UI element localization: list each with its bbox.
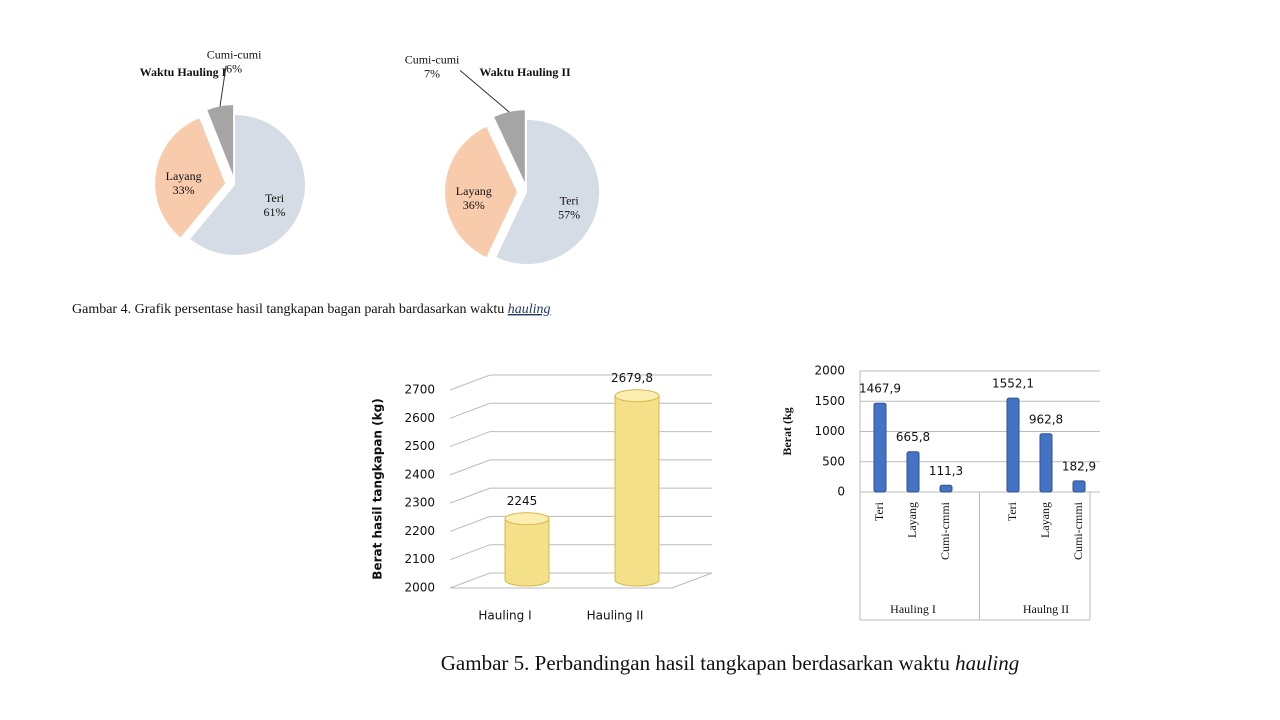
value-label: 182,9	[1062, 459, 1096, 473]
y-tick-label: 2500	[404, 439, 435, 453]
pie-slice	[494, 110, 525, 183]
value-label: 2245	[507, 494, 538, 508]
value-label: 665,8	[896, 430, 930, 444]
slice-label: Teri 61%	[264, 191, 286, 219]
y-tick-label: 1500	[814, 394, 845, 408]
x-tick-label: Cumi-cmmi	[1071, 501, 1085, 560]
slice-value: 33%	[173, 183, 195, 197]
value-label: 1552,1	[992, 377, 1034, 391]
y-axis-label: Berat (kg	[780, 407, 794, 455]
x-tick-label: Layang	[905, 502, 919, 538]
x-tick-label: Hauling II	[587, 609, 644, 623]
grid-line	[449, 515, 712, 532]
leader-line	[459, 69, 510, 113]
slice-name: Teri	[265, 191, 285, 205]
y-tick-label: 0	[837, 485, 845, 499]
y-tick-label: 2300	[404, 496, 435, 510]
grid-line	[449, 374, 712, 391]
grid-line	[449, 487, 712, 504]
slice-label: Cumi-cumi 7%	[405, 52, 460, 80]
slice-value: 61%	[264, 205, 286, 219]
pie-title: Waktu Hauling I	[140, 65, 227, 79]
bar-top	[614, 389, 660, 403]
slice-name: Teri	[560, 193, 580, 207]
bar-top	[504, 512, 550, 526]
y-tick-label: 2100	[404, 552, 435, 566]
slice-name: Cumi-cumi	[207, 47, 262, 61]
slice-value: 36%	[463, 198, 485, 212]
value-label: 1467,9	[859, 382, 901, 396]
floor	[450, 572, 713, 589]
y-tick-label: 1000	[814, 424, 845, 438]
slice-label: Layang 36%	[456, 184, 492, 212]
bar	[1072, 480, 1086, 493]
caption: Gambar 4. Grafik persentase hasil tangka…	[72, 302, 551, 317]
group-label: Haulng II	[1023, 602, 1069, 616]
slice-label: Layang 33%	[166, 169, 202, 197]
slice-name: Cumi-cumi	[405, 52, 460, 66]
x-tick-label: Layang	[1038, 502, 1052, 538]
y-tick-label: 2200	[404, 524, 435, 538]
pie-slice	[445, 126, 517, 258]
x-tick-label: Teri	[1005, 501, 1019, 521]
pie-slice	[207, 105, 234, 176]
y-axis-label: Berat hasil tangkapan (kg)	[371, 398, 385, 579]
value-label: 962,8	[1029, 412, 1063, 426]
caption-text: Gambar 5. Perbandingan hasil tangkapan b…	[441, 651, 951, 675]
slice-label: Teri 57%	[558, 193, 580, 221]
pie-slice	[496, 120, 599, 264]
caption-emph: hauling	[955, 651, 1019, 675]
slice-label: Cumi-cumi 6%	[207, 47, 262, 75]
x-tick-label: Hauling I	[478, 609, 531, 623]
caption: Gambar 5. Perbandingan hasil tangkapan b…	[441, 651, 1020, 675]
x-tick-label: Teri	[872, 501, 886, 521]
grid-line	[449, 431, 712, 448]
bar	[873, 402, 887, 493]
caption-text: Gambar 4. Grafik persentase hasil tangka…	[72, 302, 504, 317]
grid-line	[449, 544, 712, 561]
pie-title: Waktu Hauling II	[479, 65, 571, 79]
frame	[859, 371, 1091, 621]
y-tick-label: 2000	[404, 581, 435, 595]
y-tick-label: 2700	[404, 383, 435, 397]
bar	[1039, 433, 1053, 493]
grid-line	[449, 572, 712, 589]
bar	[614, 395, 660, 587]
y-tick-label: 2600	[404, 411, 435, 425]
slice-value: 7%	[424, 66, 440, 80]
group-label: Hauling I	[890, 602, 936, 616]
y-tick-label: 2400	[404, 467, 435, 481]
slice-name: Layang	[166, 169, 202, 183]
slice-value: 57%	[558, 207, 580, 221]
x-tick-label: Cumi-cmmi	[938, 501, 952, 560]
grid-line	[449, 402, 712, 419]
grid-line	[449, 459, 712, 476]
leader-line	[219, 65, 227, 107]
value-label: 2679,8	[611, 371, 653, 385]
bar	[906, 451, 920, 493]
y-tick-label: 2000	[814, 364, 845, 378]
y-tick-label: 500	[822, 454, 845, 468]
pie-slice	[190, 115, 305, 256]
slice-name: Layang	[456, 184, 492, 198]
bar	[939, 484, 953, 493]
bar	[1006, 397, 1020, 493]
slice-value: 6%	[226, 61, 242, 75]
value-label: 111,3	[929, 464, 963, 478]
bar	[504, 518, 550, 587]
caption-emph: hauling	[508, 302, 551, 317]
pie-slice	[155, 118, 226, 238]
